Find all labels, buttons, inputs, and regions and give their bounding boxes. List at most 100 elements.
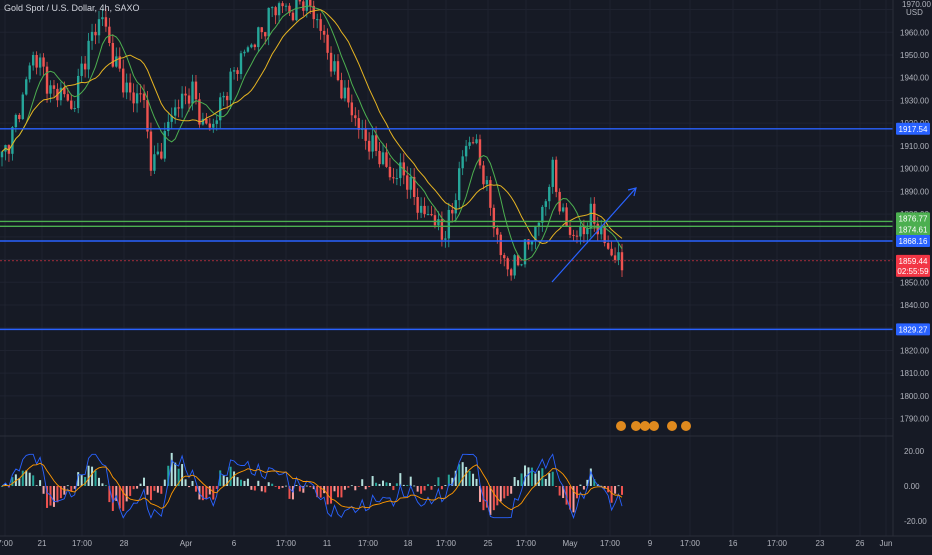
candle-body [298,0,302,2]
histogram-bar [382,480,385,486]
histogram-bar [91,466,94,486]
candle-body [45,66,49,94]
candle-body [270,7,274,9]
candle-body [603,227,606,244]
time-tick-label: 6 [232,539,237,548]
histogram-bar [70,486,73,492]
price-tick-label: 1840.00 [900,301,929,310]
histogram-bar [87,465,90,486]
candle-body [11,127,14,154]
histogram-bar [170,452,173,486]
price-badge-label: 1829.27 [899,325,928,334]
candle-body [527,239,530,245]
candle-body [104,17,108,27]
time-axis[interactable]: 7:00 21 17:00 28 Apr 6 17:00 11 17:00 18 17:00 25 17… [0,539,892,548]
histogram-bar [586,479,589,486]
candle-body [236,70,239,75]
price-tick-label: 1960.00 [900,28,929,37]
histogram-bar [56,486,59,503]
histogram-bar [73,486,76,489]
time-tick-label: 17:00 [276,539,297,548]
histogram-bar [319,486,322,498]
histogram-bar [243,480,246,486]
candle-body [350,102,354,116]
candle-body [288,5,291,13]
histogram-bar [97,477,100,486]
candle-body [447,209,451,239]
event-markers[interactable] [616,421,691,431]
histogram-bar [181,464,184,486]
histogram-bar [375,482,378,486]
candle-body [537,222,541,228]
candle-body [59,87,63,101]
price-tick-label: 1820.00 [900,346,929,355]
candle-body [170,115,173,122]
histogram-bar [285,485,288,487]
osc-tick-label: 20.00 [904,447,925,456]
candle-body [475,139,478,144]
candle-body [378,150,381,165]
histogram-bar [472,473,475,486]
histogram-bar [118,486,121,509]
candle-body [219,97,222,121]
candle-body [416,196,419,213]
price-badge [896,212,930,225]
candle-body [246,47,250,52]
price-tick-label: 1850.00 [900,278,929,287]
price-badge-label: 1868.16 [899,237,928,246]
candle-body [371,135,374,152]
candle-body [492,207,496,229]
event-icon [640,421,650,431]
price-badges: 1829.27 1917.54 1876.77 1874.61 1868.16 1859.… [896,122,930,336]
candle-body [367,140,371,152]
histogram-bar [416,486,419,492]
price-axis[interactable]: 1960.001950.001940.001930.001920.001910.… [900,0,931,424]
histogram-bar [385,482,388,486]
price-badge-label: 1874.61 [899,225,928,234]
histogram-bar [253,486,256,491]
candle-body [187,95,191,104]
histogram-bar [510,486,513,494]
candle-body [440,219,444,240]
candle-body [260,27,263,33]
candle-body [277,3,281,16]
candle-body [132,92,135,104]
price-tick-label: 1930.00 [900,96,929,105]
histogram-bar [271,483,274,486]
histogram-bar [517,480,520,486]
candle-body [551,159,554,187]
time-tick-label: 17:00 [767,539,788,548]
candle-body [264,32,267,37]
time-tick-label: 17:00 [436,539,457,548]
histogram-bar [558,486,561,496]
candle-body [101,17,104,20]
histogram-bar [610,486,613,503]
histogram-bar [361,479,364,486]
time-tick-label: Apr [180,539,193,548]
horizontal-levels[interactable] [0,128,893,331]
histogram-bar [496,486,499,506]
candle-body [274,7,277,16]
oscillator-axis[interactable]: 20.00 0.00 -20.00 [904,447,927,526]
histogram-bar [499,486,502,502]
histogram-bar [468,470,471,486]
candle-body [620,252,624,271]
time-tick-label: 26 [856,539,865,548]
candle-body [257,27,260,48]
candle-body [554,159,558,192]
candle-body [284,5,288,7]
histogram-bar [111,486,114,511]
candle-body [191,81,194,104]
histogram-bar [288,486,291,499]
time-tick-label: 17:00 [516,539,537,548]
histogram-bar [80,474,83,486]
trend-arrow[interactable] [551,187,637,283]
histogram-bar [520,473,523,486]
histogram-bar [194,486,197,492]
histogram-bar [305,485,308,487]
candle-body [506,258,509,270]
histogram-bar [59,486,62,499]
candle-body [97,19,101,36]
